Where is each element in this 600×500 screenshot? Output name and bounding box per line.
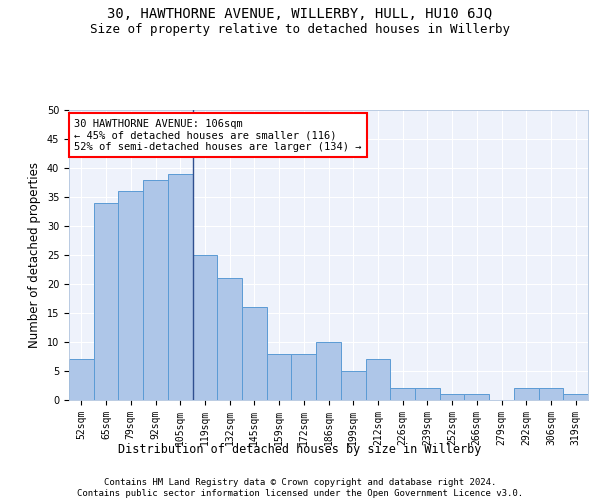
Bar <box>514 388 539 400</box>
Bar <box>267 354 292 400</box>
Bar <box>390 388 415 400</box>
Text: 30, HAWTHORNE AVENUE, WILLERBY, HULL, HU10 6JQ: 30, HAWTHORNE AVENUE, WILLERBY, HULL, HU… <box>107 8 493 22</box>
Bar <box>316 342 341 400</box>
Text: Contains HM Land Registry data © Crown copyright and database right 2024.
Contai: Contains HM Land Registry data © Crown c… <box>77 478 523 498</box>
Bar <box>341 371 365 400</box>
Bar <box>193 255 217 400</box>
Bar <box>440 394 464 400</box>
Bar <box>242 307 267 400</box>
Bar <box>415 388 440 400</box>
Text: Size of property relative to detached houses in Willerby: Size of property relative to detached ho… <box>90 22 510 36</box>
Bar <box>143 180 168 400</box>
Bar <box>464 394 489 400</box>
Bar <box>168 174 193 400</box>
Bar <box>69 360 94 400</box>
Text: 30 HAWTHORNE AVENUE: 106sqm
← 45% of detached houses are smaller (116)
52% of se: 30 HAWTHORNE AVENUE: 106sqm ← 45% of det… <box>74 118 362 152</box>
Bar <box>539 388 563 400</box>
Y-axis label: Number of detached properties: Number of detached properties <box>28 162 41 348</box>
Bar <box>217 278 242 400</box>
Bar <box>563 394 588 400</box>
Bar <box>94 203 118 400</box>
Bar <box>292 354 316 400</box>
Bar <box>118 191 143 400</box>
Bar <box>365 360 390 400</box>
Text: Distribution of detached houses by size in Willerby: Distribution of detached houses by size … <box>118 442 482 456</box>
